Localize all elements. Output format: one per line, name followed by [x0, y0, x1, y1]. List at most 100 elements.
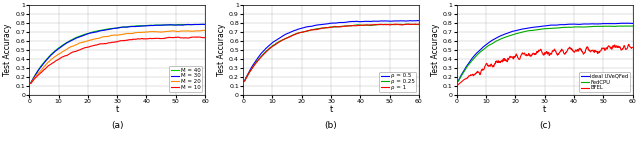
ρ = 1	[344, 25, 352, 27]
FedCPU	[538, 28, 545, 30]
M = 30	[131, 26, 138, 27]
M = 40	[111, 27, 118, 29]
Legend: M = 40, M = 30, M = 20, M = 10: M = 40, M = 30, M = 20, M = 10	[169, 66, 202, 92]
ρ = 0.5	[383, 20, 391, 22]
BFEL	[625, 44, 632, 46]
ρ = 0.25	[415, 24, 422, 25]
ρ = 0.5	[344, 21, 352, 23]
Line: ρ = 0.5: ρ = 0.5	[244, 21, 419, 81]
BFEL	[629, 47, 637, 48]
ρ = 0.25	[344, 25, 352, 27]
FedCPU	[454, 80, 462, 82]
ρ = 1	[323, 27, 331, 29]
Line: ρ = 1: ρ = 1	[244, 24, 419, 81]
M = 30	[27, 82, 35, 84]
BFEL	[538, 49, 545, 51]
Line: M = 20: M = 20	[31, 30, 205, 84]
FedCPU	[629, 25, 637, 27]
Text: (c): (c)	[539, 121, 551, 130]
M = 20	[27, 83, 35, 84]
M = 10	[170, 37, 177, 39]
Legend: ideal UVeQFed, FedCPU, BFEL: ideal UVeQFed, FedCPU, BFEL	[579, 72, 630, 92]
FedCPU	[597, 25, 605, 27]
M = 40	[200, 23, 207, 25]
ideal UVeQFed	[538, 25, 545, 27]
ρ = 1	[415, 23, 422, 25]
BFEL	[538, 52, 546, 54]
Line: ideal UVeQFed: ideal UVeQFed	[458, 23, 633, 81]
Y-axis label: Test Accuracy: Test Accuracy	[217, 24, 227, 76]
FedCPU	[558, 27, 566, 28]
ideal UVeQFed	[549, 24, 557, 26]
Line: FedCPU: FedCPU	[458, 26, 633, 81]
FedCPU	[538, 28, 546, 30]
ideal UVeQFed	[454, 80, 462, 82]
ρ = 0.25	[324, 27, 332, 28]
BFEL	[558, 49, 566, 51]
ρ = 1	[324, 27, 332, 29]
M = 30	[198, 23, 205, 25]
ρ = 0.5	[414, 20, 422, 21]
M = 10	[121, 40, 129, 42]
BFEL	[454, 84, 462, 85]
ρ = 0.5	[411, 20, 419, 22]
M = 10	[111, 41, 118, 43]
M = 40	[109, 27, 117, 29]
ρ = 1	[383, 24, 391, 26]
ρ = 1	[335, 26, 342, 28]
Legend: ρ = 0.5, ρ = 0.25, ρ = 1: ρ = 0.5, ρ = 0.25, ρ = 1	[379, 72, 416, 92]
ρ = 1	[411, 23, 419, 25]
Line: M = 10: M = 10	[31, 37, 205, 83]
Y-axis label: Test Accuracy: Test Accuracy	[3, 24, 12, 76]
Line: ρ = 0.25: ρ = 0.25	[244, 24, 419, 81]
ρ = 0.25	[411, 24, 419, 25]
M = 20	[111, 34, 118, 36]
M = 30	[197, 23, 205, 25]
X-axis label: t: t	[543, 105, 547, 114]
BFEL	[625, 43, 633, 45]
ideal UVeQFed	[538, 25, 546, 27]
FedCPU	[625, 25, 633, 27]
FedCPU	[623, 25, 630, 27]
Line: M = 30: M = 30	[31, 24, 205, 83]
ideal UVeQFed	[597, 23, 605, 25]
M = 20	[131, 32, 138, 34]
M = 20	[200, 29, 207, 31]
X-axis label: t: t	[330, 105, 333, 114]
ρ = 0.25	[405, 23, 413, 25]
M = 20	[197, 30, 205, 32]
ideal UVeQFed	[629, 22, 637, 24]
ρ = 1	[411, 23, 419, 25]
ideal UVeQFed	[625, 22, 633, 24]
M = 10	[192, 36, 200, 38]
M = 10	[27, 82, 35, 84]
M = 10	[131, 38, 138, 40]
M = 20	[121, 33, 129, 35]
M = 40	[131, 25, 138, 27]
M = 30	[111, 27, 118, 29]
M = 30	[121, 26, 129, 28]
ρ = 0.5	[323, 23, 331, 25]
Text: (b): (b)	[324, 121, 337, 130]
M = 30	[109, 28, 117, 29]
M = 10	[109, 41, 117, 43]
M = 40	[27, 82, 35, 84]
M = 30	[201, 24, 209, 25]
M = 40	[170, 24, 177, 26]
Line: M = 40: M = 40	[31, 24, 205, 83]
ρ = 0.5	[241, 80, 248, 82]
Text: (a): (a)	[111, 121, 124, 130]
X-axis label: t: t	[116, 105, 119, 114]
ρ = 1	[241, 80, 248, 82]
M = 20	[109, 34, 117, 36]
ρ = 0.25	[323, 27, 331, 29]
M = 40	[121, 26, 129, 28]
Y-axis label: Test Accuracy: Test Accuracy	[431, 24, 440, 76]
M = 40	[201, 24, 209, 25]
ρ = 0.25	[383, 24, 391, 25]
BFEL	[549, 50, 557, 52]
M = 20	[170, 30, 177, 32]
ρ = 0.5	[335, 22, 342, 23]
ρ = 0.25	[241, 80, 248, 82]
Line: BFEL: BFEL	[458, 44, 633, 84]
